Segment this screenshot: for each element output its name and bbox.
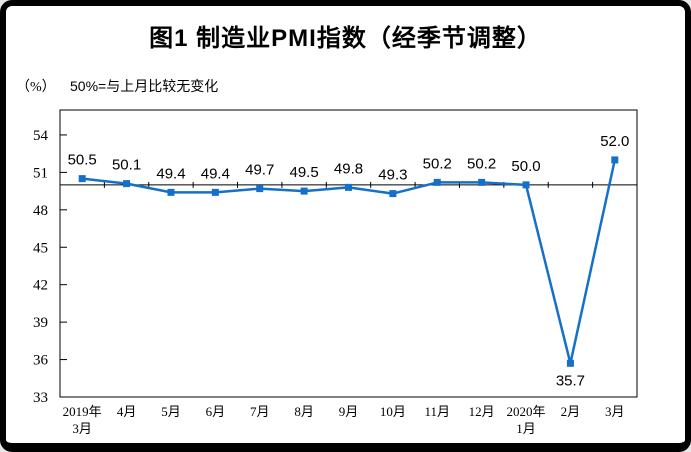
data-point-label: 49.3 — [378, 167, 407, 184]
data-point-label: 35.7 — [556, 372, 585, 389]
data-point-label: 50.2 — [467, 155, 496, 172]
x-axis-category-label: 2月 — [561, 404, 581, 419]
data-point-marker — [566, 359, 574, 367]
y-axis-tick-label: 54 — [33, 128, 49, 144]
chart-title: 图1 制造业PMI指数（经季节调整） — [149, 25, 542, 52]
data-point-marker — [167, 188, 175, 196]
x-axis-category-label: 10月 — [380, 404, 406, 419]
data-point-marker — [345, 183, 352, 191]
x-axis-category-label: 9月 — [339, 404, 359, 419]
y-axis-tick-label: 51 — [33, 165, 48, 181]
x-axis-category-label: 3月 — [605, 404, 625, 419]
data-point-marker — [389, 190, 397, 198]
data-point-label: 50.0 — [511, 158, 540, 175]
data-point-label: 49.8 — [334, 160, 363, 177]
y-axis-tick-label: 45 — [33, 240, 48, 256]
x-axis-category-label: 2020年 — [507, 404, 546, 419]
chart-subtitle: 50%=与上月比较无变化 — [70, 78, 219, 94]
data-point-label: 49.4 — [201, 165, 230, 182]
y-axis-tick-label: 42 — [33, 278, 48, 294]
data-point-label: 52.0 — [600, 133, 629, 150]
data-point-marker — [433, 178, 441, 186]
data-point-marker — [611, 156, 619, 164]
x-axis-category-label: 3月 — [72, 421, 92, 436]
y-axis-tick-label: 48 — [33, 203, 48, 219]
x-axis-category-label: 12月 — [469, 404, 495, 419]
data-point-label: 49.4 — [156, 165, 185, 182]
x-axis-category-label: 1月 — [516, 421, 536, 436]
y-axis-tick-label: 39 — [33, 315, 48, 331]
y-axis-unit-label: （%） — [16, 80, 56, 95]
data-point-marker — [522, 181, 530, 189]
x-axis-category-label: 2019年 — [63, 404, 102, 419]
data-point-marker — [78, 175, 86, 183]
data-point-marker — [123, 180, 131, 188]
y-axis-tick-label: 33 — [33, 390, 48, 406]
y-axis-tick-label: 36 — [33, 353, 49, 369]
data-point-label: 49.7 — [245, 162, 274, 179]
note-row: （%） 50%=与上月比较无变化 — [6, 76, 685, 96]
data-point-label: 49.5 — [290, 164, 319, 181]
x-axis-category-label: 8月 — [294, 404, 314, 419]
x-axis-category-label: 7月 — [250, 404, 270, 419]
x-axis-category-label: 5月 — [161, 404, 181, 419]
data-point-label: 50.1 — [112, 157, 141, 174]
data-point-marker — [256, 185, 264, 193]
data-point-label: 50.5 — [68, 152, 97, 169]
x-axis-category-label: 11月 — [425, 404, 451, 419]
data-point-marker — [300, 187, 308, 195]
data-point-marker — [211, 188, 219, 196]
x-axis-category-label: 6月 — [206, 404, 226, 419]
plot-border — [59, 109, 638, 398]
data-point-marker — [478, 178, 486, 186]
data-point-label: 50.2 — [423, 155, 452, 172]
x-axis-category-label: 4月 — [117, 404, 137, 419]
